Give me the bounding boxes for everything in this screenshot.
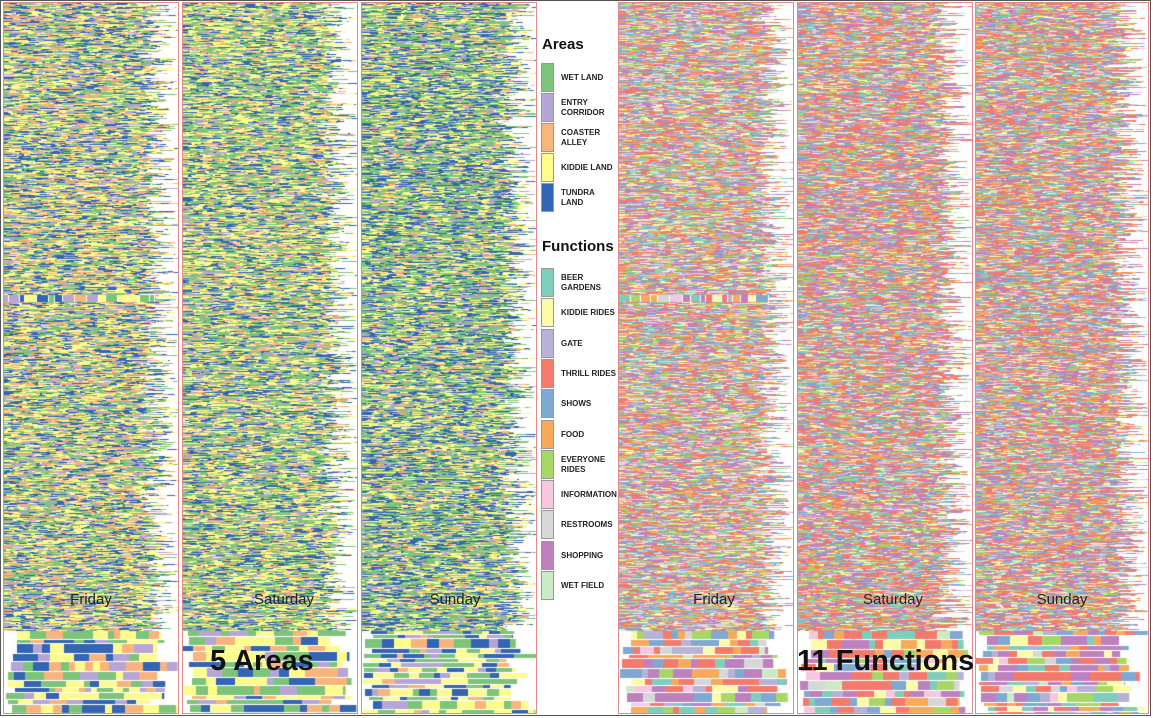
legend-label: SHOPPING [561, 550, 604, 560]
functions-panel-friday [618, 2, 794, 714]
legend-swatch [541, 183, 554, 212]
legend-swatch [541, 540, 554, 570]
areas-panel-friday [3, 2, 179, 714]
legend-item-wet-field: WET FIELD [539, 571, 617, 600]
legend-swatch [541, 480, 554, 510]
legend-swatch [541, 123, 554, 152]
legend-item-shopping: SHOPPING [539, 540, 617, 570]
areas-heatmap-friday [4, 3, 178, 713]
legend-item-tundra-land: TUNDRA LAND [539, 183, 617, 212]
areas-heatmap-sunday [362, 3, 536, 713]
legend-swatch [541, 510, 554, 540]
legend-swatch [541, 328, 554, 358]
legend-swatch [541, 419, 554, 449]
legend-item-entry-corridor: ENTRY CORRIDOR [539, 93, 617, 122]
legend-item-restrooms: RESTROOMS [539, 510, 617, 540]
legend-swatch [541, 63, 554, 92]
legend-label: BEER GARDENS [561, 273, 602, 292]
legend: Areas WET LAND ENTRY CORRIDOR COASTER ALLE… [539, 0, 617, 716]
legend-swatch [541, 298, 554, 328]
legend-swatch [541, 153, 554, 182]
legend-item-everyone-rides: EVERYONE RIDES [539, 449, 617, 479]
legend-item-food: FOOD [539, 419, 617, 449]
legend-title-areas: Areas [542, 36, 584, 53]
legend-label: KIDDIE RIDES [561, 308, 615, 318]
legend-swatch [541, 358, 554, 388]
legend-label: KIDDIE LAND [561, 163, 613, 172]
legend-label: COASTER ALLEY [561, 128, 601, 147]
legend-label: TUNDRA LAND [561, 188, 595, 207]
legend-swatch [541, 389, 554, 419]
legend-swatch [541, 93, 554, 122]
areas-panel-saturday [182, 2, 358, 714]
legend-title-functions: Functions [542, 238, 614, 255]
legend-label: SHOWS [561, 399, 592, 409]
legend-label: RESTROOMS [561, 520, 613, 530]
legend-item-beer-gardens: BEER GARDENS [539, 268, 617, 297]
legend-label: FOOD [561, 429, 585, 439]
legend-item-gate: GATE [539, 328, 617, 358]
legend-label: ENTRY CORRIDOR [561, 98, 605, 117]
legend-swatch [541, 449, 554, 479]
areas-panel-sunday [361, 2, 537, 714]
legend-label: GATE [561, 338, 583, 348]
legend-item-coaster-alley: COASTER ALLEY [539, 123, 617, 152]
legend-swatch [541, 268, 554, 297]
legend-label: EVERYONE RIDES [561, 454, 606, 474]
legend-item-thrill-rides: THRILL RIDES [539, 358, 617, 388]
areas-heatmap-saturday [183, 3, 357, 713]
functions-heatmap-friday [619, 3, 793, 713]
legend-item-information: INFORMATION [539, 480, 617, 510]
legend-label: THRILL RIDES [561, 368, 616, 378]
functions-panel-sunday [975, 2, 1149, 714]
legend-label: WET LAND [561, 73, 604, 82]
legend-item-kiddie-rides: KIDDIE RIDES [539, 298, 617, 328]
legend-item-shows: SHOWS [539, 389, 617, 419]
legend-item-kiddie-land: KIDDIE LAND [539, 153, 617, 182]
functions-heatmap-sunday [976, 3, 1148, 713]
legend-label: WET FIELD [561, 581, 605, 590]
legend-label: INFORMATION [561, 490, 617, 500]
functions-heatmap-saturday [798, 3, 972, 713]
legend-swatch [541, 571, 554, 600]
functions-panel-saturday [797, 2, 973, 714]
legend-item-wet-land: WET LAND [539, 63, 617, 92]
